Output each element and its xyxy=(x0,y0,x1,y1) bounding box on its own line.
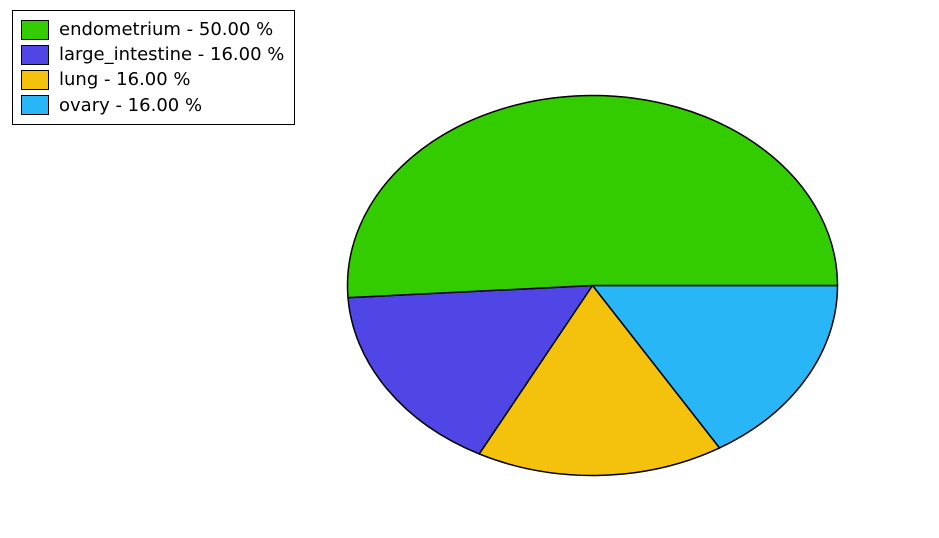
legend-label: large_intestine - 16.00 % xyxy=(59,42,284,67)
pie-slice-endometrium xyxy=(347,95,837,297)
chart-stage: endometrium - 50.00 %large_intestine - 1… xyxy=(0,0,939,538)
legend-swatch-icon xyxy=(21,45,49,65)
legend-label: endometrium - 50.00 % xyxy=(59,17,273,42)
legend-swatch-icon xyxy=(21,95,49,115)
legend-label: ovary - 16.00 % xyxy=(59,93,202,118)
legend-item-ovary: ovary - 16.00 % xyxy=(21,93,284,118)
legend-swatch-icon xyxy=(21,20,49,40)
pie-chart xyxy=(346,94,839,477)
legend-item-endometrium: endometrium - 50.00 % xyxy=(21,17,284,42)
legend-item-lung: lung - 16.00 % xyxy=(21,67,284,92)
legend-item-large_intestine: large_intestine - 16.00 % xyxy=(21,42,284,67)
legend-box: endometrium - 50.00 %large_intestine - 1… xyxy=(12,10,295,125)
legend-swatch-icon xyxy=(21,70,49,90)
legend-label: lung - 16.00 % xyxy=(59,67,191,92)
